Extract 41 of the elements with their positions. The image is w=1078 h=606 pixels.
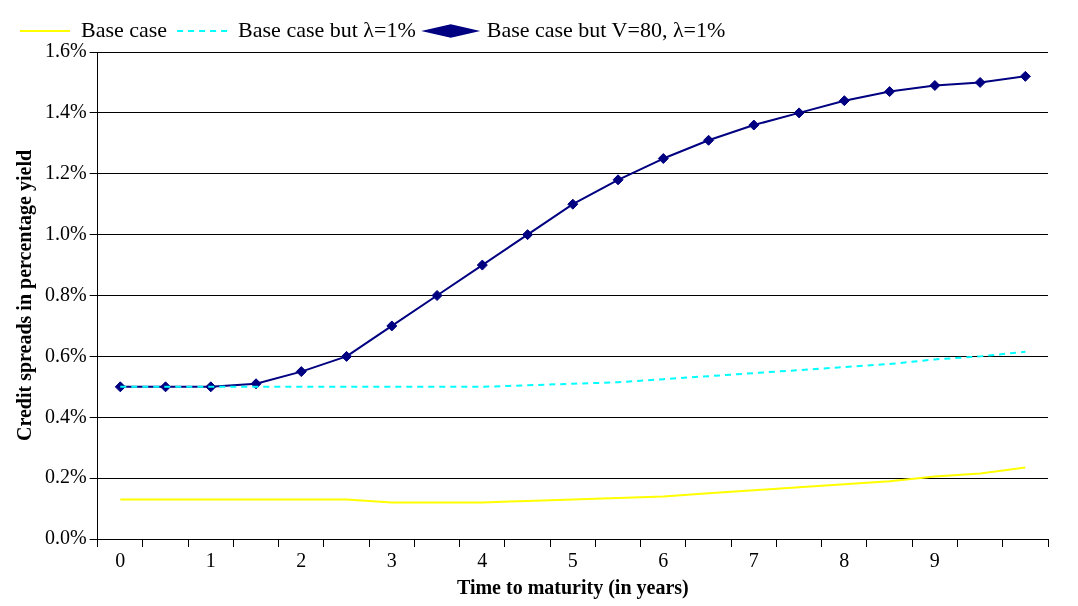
legend-label: Base case (81, 16, 168, 42)
point (341, 350, 353, 362)
point (567, 198, 579, 210)
x-tick-label: 9 (929, 549, 940, 572)
y-tick-label: 1.2% (44, 161, 87, 183)
y-tick-label: 0.6% (44, 343, 87, 366)
x-tick-label: 7 (748, 549, 759, 572)
legend-label: Base case but λ=1% (238, 16, 416, 42)
point (476, 259, 488, 271)
point (703, 134, 715, 146)
x-tick-label: 6 (658, 549, 669, 572)
y-tick-label: 0.2% (44, 465, 87, 488)
x-tick-label: 0 (115, 549, 126, 572)
point (657, 153, 669, 165)
point (974, 76, 986, 88)
y-tick-label: 1.0% (44, 221, 87, 244)
point (748, 119, 760, 131)
x-tick-label: 8 (839, 549, 850, 572)
legend-label: Base case but V=80, λ=1% (486, 16, 726, 42)
point (295, 366, 307, 378)
y-tick-label: 1.6% (44, 39, 87, 62)
point (884, 86, 896, 98)
x-tick-label: 4 (477, 549, 488, 572)
point (1019, 70, 1031, 82)
y-tick-label: 0.0% (44, 526, 87, 549)
x-axis-title: Time to maturity (in years) (456, 576, 689, 600)
x-tick-label: 1 (205, 549, 216, 572)
point (838, 95, 850, 107)
x-tick-label: 2 (296, 549, 307, 572)
y-tick-label: 1.4% (44, 100, 87, 123)
point (386, 320, 398, 332)
x-tick-label: 3 (386, 549, 397, 572)
y-axis-title: Credit spreads in percentage yield (13, 149, 37, 442)
point (793, 107, 805, 119)
point (929, 79, 941, 91)
x-tick-label: 5 (567, 549, 578, 572)
point (612, 174, 624, 186)
point (431, 290, 443, 301)
point (522, 229, 534, 241)
y-tick-label: 0.8% (44, 282, 87, 305)
y-tick-label: 0.4% (44, 404, 87, 427)
